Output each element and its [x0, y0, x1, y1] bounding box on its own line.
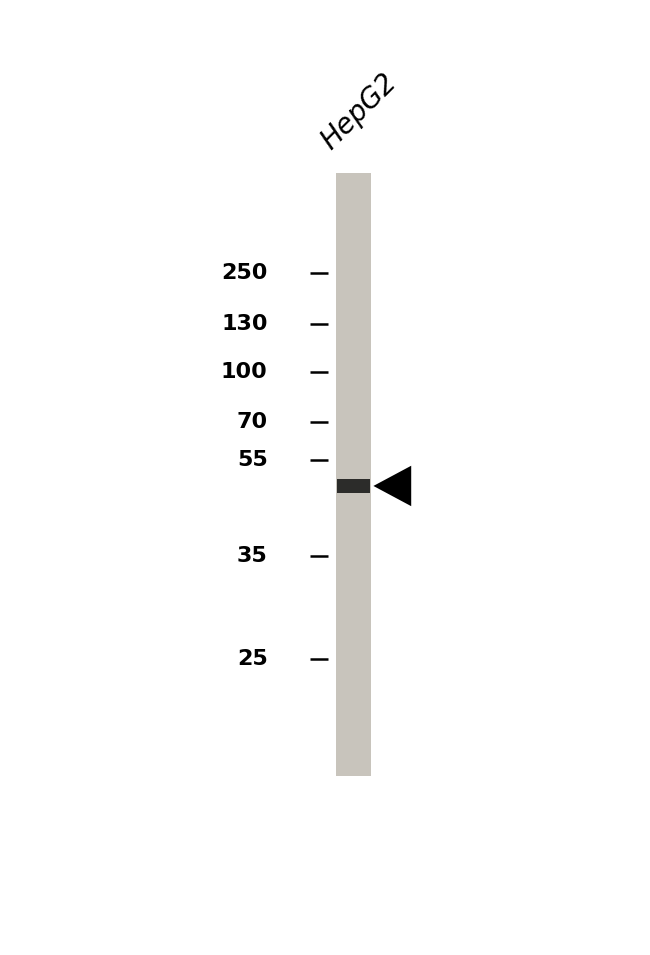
Text: 70: 70: [237, 412, 268, 432]
Text: 100: 100: [221, 362, 268, 382]
Bar: [337, 479, 370, 493]
Polygon shape: [373, 466, 411, 506]
Text: 250: 250: [221, 263, 268, 283]
Text: 25: 25: [237, 648, 268, 668]
Bar: [335, 174, 371, 776]
Text: 130: 130: [221, 314, 268, 334]
Text: 55: 55: [237, 450, 268, 470]
Text: 35: 35: [237, 546, 268, 565]
Text: HepG2: HepG2: [316, 68, 402, 155]
